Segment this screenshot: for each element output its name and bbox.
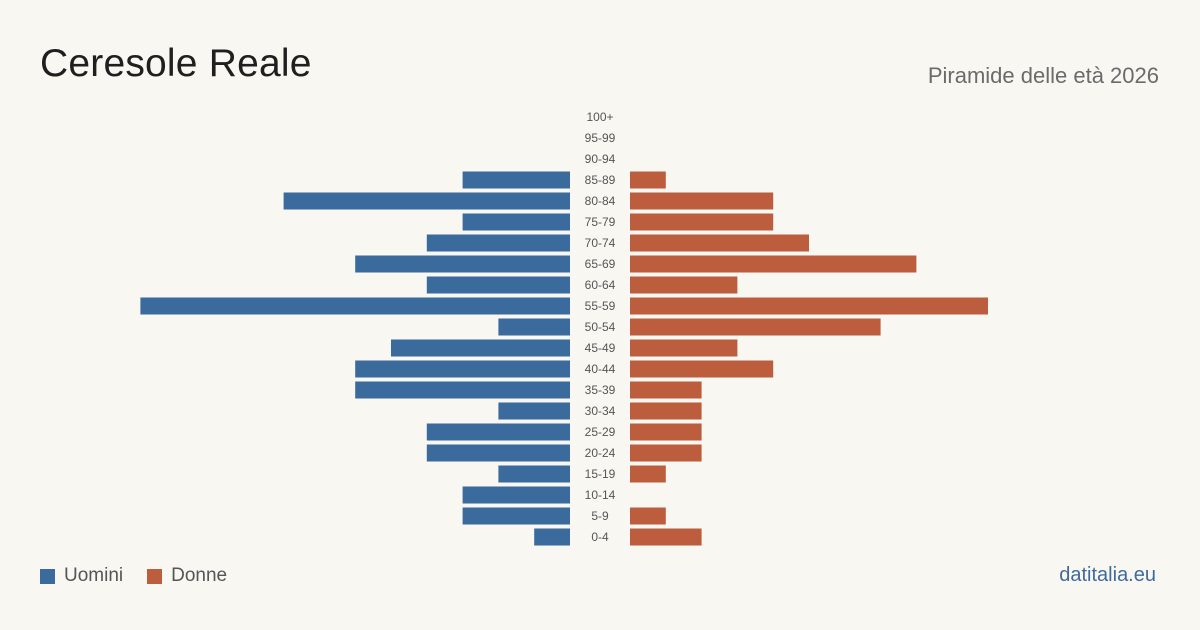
legend-label-men: Uomini [64, 565, 124, 586]
age-label-45-49: 45-49 [585, 341, 616, 355]
age-label-40-44: 40-44 [585, 362, 616, 376]
age-label-65-69: 65-69 [585, 257, 616, 271]
bar-men-80-84 [283, 192, 570, 210]
bar-women-20-24 [630, 444, 702, 462]
bar-men-30-34 [498, 402, 570, 420]
legend-item-men: Uomini [40, 565, 123, 587]
bar-women-85-89 [630, 171, 666, 189]
legend-swatch-women [147, 568, 163, 584]
bar-men-45-49 [391, 339, 570, 357]
age-label-80-84: 80-84 [585, 194, 616, 208]
age-label-75-79: 75-79 [585, 215, 616, 229]
bar-women-35-39 [630, 381, 702, 399]
age-label-10-14: 10-14 [585, 488, 616, 502]
bar-men-65-69 [355, 255, 570, 273]
bar-women-15-19 [630, 465, 666, 483]
bar-men-55-59 [140, 297, 570, 315]
chart-subtitle: Piramide delle età 2026 [927, 63, 1159, 88]
age-label-95-99: 95-99 [585, 131, 616, 145]
age-label-90-94: 90-94 [585, 152, 616, 166]
age-label-60-64: 60-64 [585, 278, 616, 292]
chart-title: Ceresole Reale [40, 42, 312, 85]
bar-men-35-39 [355, 381, 570, 399]
bar-men-50-54 [498, 318, 570, 336]
legend: Uomini Donne [40, 565, 251, 587]
age-label-55-59: 55-59 [585, 299, 616, 313]
bar-women-75-79 [630, 213, 774, 231]
bar-women-5-9 [630, 507, 666, 525]
bar-women-65-69 [630, 255, 917, 273]
bar-men-60-64 [426, 276, 570, 294]
bar-women-80-84 [630, 192, 774, 210]
bar-women-40-44 [630, 360, 774, 378]
bar-women-60-64 [630, 276, 738, 294]
bar-women-70-74 [630, 234, 809, 252]
bar-women-30-34 [630, 402, 702, 420]
age-label-85-89: 85-89 [585, 173, 616, 187]
age-label-35-39: 35-39 [585, 383, 616, 397]
source-link[interactable]: datitalia.eu [1059, 564, 1156, 586]
age-label-50-54: 50-54 [585, 320, 616, 334]
bar-women-55-59 [630, 297, 988, 315]
bar-men-20-24 [426, 444, 570, 462]
bar-men-0-4 [534, 528, 570, 546]
legend-item-women: Donne [147, 565, 227, 587]
age-label-20-24: 20-24 [585, 446, 616, 460]
bar-women-25-29 [630, 423, 702, 441]
legend-swatch-men [40, 568, 55, 584]
bar-women-50-54 [630, 318, 881, 336]
bar-men-5-9 [462, 507, 570, 525]
age-label-15-19: 15-19 [585, 467, 616, 481]
bar-men-70-74 [426, 234, 570, 252]
legend-label-women: Donne [171, 565, 228, 586]
bar-women-45-49 [630, 339, 738, 357]
age-label-25-29: 25-29 [585, 425, 616, 439]
bar-men-15-19 [498, 465, 570, 483]
bar-men-10-14 [462, 486, 570, 504]
bar-men-85-89 [462, 171, 570, 189]
bar-women-0-4 [630, 528, 702, 546]
age-label-5-9: 5-9 [591, 509, 609, 523]
age-label-70-74: 70-74 [585, 236, 616, 250]
bar-men-75-79 [462, 213, 570, 231]
age-label-30-34: 30-34 [585, 404, 616, 418]
age-label-100+: 100+ [586, 110, 613, 124]
bar-men-25-29 [426, 423, 570, 441]
bar-men-40-44 [355, 360, 570, 378]
age-label-0-4: 0-4 [591, 530, 609, 544]
